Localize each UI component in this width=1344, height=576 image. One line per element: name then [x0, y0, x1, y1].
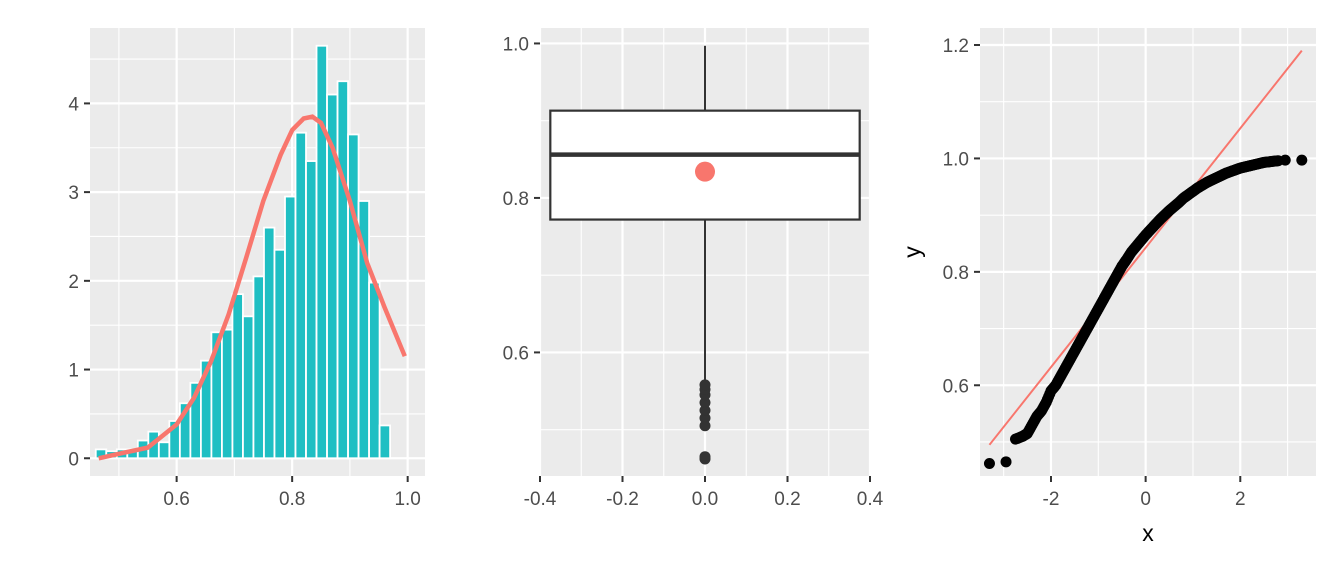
qq-point: [1000, 456, 1012, 468]
y-tick-label: 1: [68, 361, 79, 382]
y-tick-label: 0.8: [943, 263, 969, 284]
histogram-bar: [294, 131, 307, 460]
histogram-bar: [378, 424, 392, 460]
y-tick-label: 1.0: [943, 149, 969, 170]
outlier-point: [699, 451, 711, 463]
outlier-point: [699, 379, 711, 391]
histogram-bar: [273, 248, 286, 460]
y-tick-label: 4: [68, 94, 79, 115]
x-tick-label: -0.2: [606, 489, 639, 510]
qq-point: [1279, 154, 1291, 166]
histogram-bar: [336, 80, 349, 460]
qq-plot-axes: -2 0 2 0.6 0.8 1.0 1.2: [943, 36, 1246, 510]
density-curve: [98, 114, 407, 461]
histogram-bar: [221, 328, 234, 460]
histogram-bar: [242, 315, 255, 460]
outlier-point: [699, 404, 711, 416]
x-tick-label: 0.0: [692, 489, 718, 510]
x-axis-title: x: [1142, 520, 1154, 546]
boxplot-body: [549, 45, 861, 465]
y-tick-label: 1.0: [503, 34, 529, 55]
x-tick-label: 0.8: [279, 489, 305, 510]
histogram-bar: [305, 160, 318, 460]
histogram-bar: [315, 44, 328, 460]
histogram-bar: [252, 275, 265, 460]
x-tick-label: 0: [1140, 489, 1151, 510]
histogram-bar: [368, 281, 381, 460]
x-tick-label: -2: [1043, 489, 1060, 510]
x-tick-label: 0.6: [163, 489, 189, 510]
histogram-bar: [263, 226, 276, 460]
x-tick-label: 2: [1235, 489, 1246, 510]
histogram-axes: 0.6 0.8 1.0 0 1 2 3 4: [68, 94, 420, 510]
qq-plot-panel: -2 0 2 0.6 0.8 1.0 1.2 x y: [899, 28, 1316, 546]
x-tick-label: 0.4: [857, 489, 884, 510]
y-tick-label: 0: [68, 449, 79, 470]
y-tick-label: 2: [68, 272, 79, 293]
x-tick-label: 0.2: [774, 489, 800, 510]
outlier-point: [699, 397, 711, 409]
qq-points: [983, 154, 1308, 470]
histogram-bar: [284, 195, 297, 460]
y-tick-label: 0.6: [503, 343, 529, 364]
histogram-panel: 0.6 0.8 1.0 0 1 2 3 4: [68, 28, 425, 510]
outlier-point: [699, 412, 711, 424]
mean-point: [695, 161, 715, 182]
histogram-bar: [347, 133, 360, 460]
y-tick-label: 1.2: [943, 36, 969, 57]
boxplot-axes: -0.4 -0.2 0.0 0.2 0.4 0.6 0.8 1.0: [503, 34, 884, 510]
y-axis-title: y: [899, 246, 925, 258]
qq-point: [1296, 154, 1308, 166]
qq-point: [983, 458, 995, 470]
histogram-bar: [231, 293, 244, 460]
x-tick-label: -0.4: [524, 489, 557, 510]
histogram-bar: [157, 441, 171, 460]
x-tick-label: 1.0: [394, 489, 420, 510]
y-tick-label: 3: [68, 183, 79, 204]
outlier-point: [699, 420, 711, 432]
histogram-bars: [94, 44, 392, 460]
qq-reference-line: [988, 50, 1303, 446]
y-tick-label: 0.8: [503, 189, 529, 210]
y-tick-label: 0.6: [943, 376, 969, 397]
boxplot-panel: -0.4 -0.2 0.0 0.2 0.4 0.6 0.8 1.0: [503, 28, 884, 510]
